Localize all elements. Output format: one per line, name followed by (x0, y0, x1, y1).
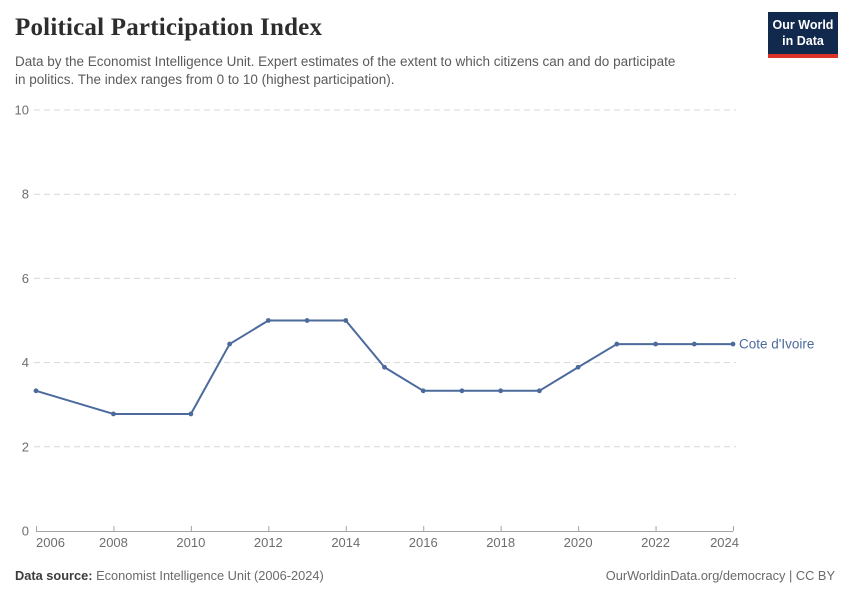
owid-logo-line1: Our World (772, 18, 834, 32)
owid-logo: Our World in Data (768, 12, 838, 58)
data-point (111, 411, 116, 417)
data-source: Data source: Economist Intelligence Unit… (15, 568, 324, 583)
x-tick-label: 2024 (710, 535, 739, 550)
data-point (265, 318, 271, 323)
y-tick-label: 6 (22, 271, 29, 286)
chart-subtitle-line1: Data by the Economist Intelligence Unit.… (15, 54, 676, 69)
y-tick-label: 0 (22, 524, 29, 539)
chart-title: Political Participation Index (15, 14, 323, 41)
chart-subtitle: Data by the Economist Intelligence Unit.… (15, 53, 765, 89)
data-point (691, 341, 697, 347)
chart-svg: 0 2 4 6 8 10 2006 2008 2010 2012 2014 2016 2018 2020 2… (15, 103, 815, 551)
data-point (227, 341, 233, 347)
data-point (33, 388, 39, 394)
data-point (304, 318, 310, 323)
owid-logo-line2: in Data (782, 34, 824, 49)
data-point (382, 364, 387, 370)
x-tick-label: 2012 (254, 535, 283, 550)
series-label: Cote d'Ivoire (739, 337, 814, 352)
data-point (730, 341, 736, 347)
x-tick-label: 2010 (176, 535, 205, 550)
x-tick-label: 2006 (36, 535, 65, 550)
data-point (575, 364, 581, 370)
x-tick-label: 2014 (331, 535, 360, 550)
attribution: OurWorldinData.org/democracy | CC BY (605, 568, 835, 583)
y-tick-label: 2 (22, 439, 29, 454)
x-tick-label: 2008 (99, 535, 128, 550)
y-tick-label: 8 (22, 187, 29, 202)
data-point (498, 388, 504, 394)
x-tick-label: 2016 (409, 535, 438, 550)
data-point (343, 318, 349, 323)
chart-subtitle-line2: in politics. The index ranges from 0 to … (15, 72, 395, 87)
y-tick-label: 4 (22, 355, 29, 370)
data-point (614, 341, 620, 347)
data-point (536, 388, 542, 394)
line-chart: 0 2 4 6 8 10 2006 2008 2010 2012 2014 2016 2018 2020 2… (0, 95, 850, 565)
data-point (188, 411, 194, 417)
data-point (459, 388, 465, 394)
data-point (653, 341, 658, 347)
y-tick-label: 10 (15, 103, 29, 118)
chart-footer: Data source: Economist Intelligence Unit… (15, 568, 835, 583)
x-tick-label: 2022 (641, 535, 670, 550)
data-source-value: Economist Intelligence Unit (2006-2024) (92, 568, 324, 583)
x-tick-label: 2018 (486, 535, 515, 550)
data-source-label: Data source: (15, 568, 93, 583)
x-tick-label: 2020 (564, 535, 593, 550)
data-point (420, 388, 426, 394)
